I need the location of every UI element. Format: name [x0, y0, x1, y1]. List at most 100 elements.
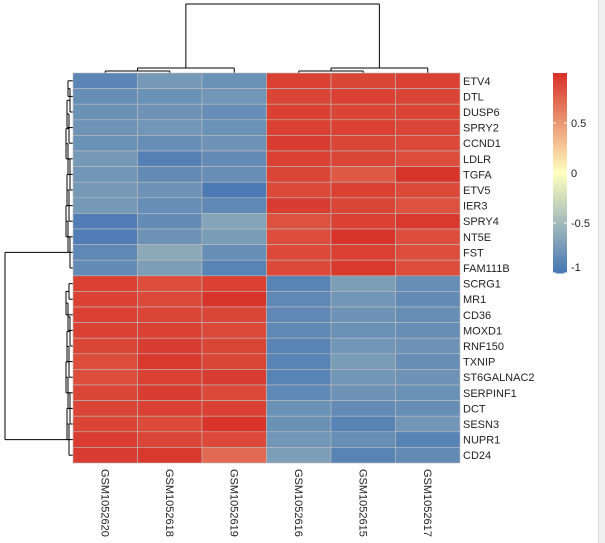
heatmap-cell: [330, 415, 396, 433]
row-label: NT5E: [463, 232, 491, 244]
heatmap-cell: [72, 275, 138, 292]
heatmap-cell: [201, 197, 267, 214]
heatmap-cell: [72, 291, 138, 308]
heatmap-cell: [266, 275, 332, 292]
heatmap-cell: [137, 447, 203, 464]
heatmap-cell: [137, 384, 203, 401]
heatmap-cell: [72, 150, 138, 167]
heatmap-cell: [137, 400, 203, 417]
column-label: GSM1052619: [227, 469, 239, 537]
row-dendrogram: [4, 80, 73, 456]
heatmap-cell: [72, 88, 138, 105]
heatmap-cell: [330, 291, 396, 308]
legend-gradient-band: [553, 149, 567, 154]
legend-gradient-band: [553, 203, 567, 207]
heatmap-cell: [330, 166, 396, 183]
heatmap-cell: [137, 306, 203, 323]
heatmap-cell: [266, 244, 332, 261]
heatmap-cell: [72, 259, 138, 277]
heatmap-cell: [137, 275, 203, 292]
row-label: CD24: [463, 450, 491, 462]
legend-gradient-band: [553, 166, 567, 171]
heatmap-cell: [266, 181, 332, 199]
heatmap-cell: [266, 369, 332, 386]
legend-gradient-band: [553, 223, 567, 227]
legend-gradient-band: [553, 196, 567, 201]
row-label: FAM111B: [463, 263, 510, 275]
heatmap-cell: [72, 244, 138, 261]
legend-gradient-band: [553, 249, 567, 254]
heatmap-cell: [395, 353, 461, 370]
heatmap-cell: [201, 244, 267, 261]
heatmap-cell: [201, 88, 267, 105]
heatmap-cell: [201, 181, 267, 199]
legend-gradient-band: [553, 226, 567, 231]
heatmap-cell: [137, 291, 203, 308]
heatmap-cell: [72, 228, 138, 245]
legend-tick-label: 0.5: [571, 118, 586, 130]
heatmap-cell: [266, 213, 332, 230]
row-labels: ETV4 DTL DUSP6 SPRY2 CCND1 LDLR TGFA ETV5 IER3 SP…: [463, 76, 535, 462]
legend-gradient-band: [553, 209, 567, 214]
row-label: DCT: [463, 403, 486, 415]
heatmap-cell: [72, 72, 138, 89]
heatmap-cell: [266, 259, 332, 277]
heatmap-cell: [395, 103, 461, 121]
heatmap-cell: [201, 400, 267, 417]
row-label: LDLR: [463, 154, 491, 166]
heatmap-cell: [201, 135, 267, 152]
heatmap-cell: [266, 72, 332, 89]
legend-gradient-band: [553, 99, 567, 104]
heatmap-cell: [266, 353, 332, 370]
heatmap-cell: [72, 353, 138, 370]
heatmap-cell: [330, 275, 396, 292]
heatmap-cell: [201, 337, 267, 355]
legend-gradient-band: [553, 136, 567, 141]
legend-gradient-band: [553, 79, 567, 84]
heatmap-cell: [201, 306, 267, 323]
heatmap-cell: [266, 400, 332, 417]
heatmap-cell: [266, 384, 332, 401]
row-label: FST: [463, 247, 484, 259]
legend-gradient-band: [553, 146, 567, 151]
heatmap-cell: [201, 259, 267, 277]
heatmap-cell: [266, 415, 332, 433]
column-labels: GSM1052620 GSM1052618 GSM1052619 GSM1052616…: [98, 469, 433, 537]
legend-gradient-band: [553, 259, 567, 264]
legend-gradient-band: [553, 153, 567, 157]
heatmap-cell: [137, 197, 203, 214]
heatmap-cell: [201, 150, 267, 167]
heatmap-cell: [395, 150, 461, 167]
heatmap-cell: [395, 415, 461, 433]
heatmap-cell: [137, 431, 203, 448]
legend-gradient-band: [553, 109, 567, 114]
heatmap-cell: [137, 88, 203, 105]
heatmap-cell: [72, 103, 138, 121]
row-label: TXNIP: [463, 357, 495, 369]
heatmap-cell: [395, 400, 461, 417]
heatmap-cell: [395, 119, 461, 136]
heatmap-cell: [137, 150, 203, 167]
legend-gradient-band: [553, 116, 567, 121]
heatmap-cell: [395, 72, 461, 89]
heatmap-cell: [137, 322, 203, 339]
legend-gradient-band: [553, 189, 567, 194]
legend-gradient-band: [553, 243, 567, 247]
heatmap-cell: [201, 353, 267, 370]
heatmap-cell: [330, 119, 396, 136]
legend-gradient-band: [553, 96, 567, 101]
heatmap-cell: [137, 166, 203, 183]
legend-gradient-band: [553, 163, 567, 167]
legend-gradient-band: [553, 139, 567, 144]
legend-gradient-band: [553, 263, 567, 267]
legend-gradient-band: [553, 193, 567, 197]
heatmap-cell: [137, 103, 203, 121]
legend-gradient-band: [553, 253, 567, 257]
legend-gradient-band: [553, 266, 567, 271]
legend-gradient-band: [553, 73, 567, 77]
legend-gradient-band: [553, 123, 567, 127]
heatmap-cell: [266, 447, 332, 464]
heatmap-cell: [266, 197, 332, 214]
heatmap-cell: [395, 244, 461, 261]
legend-gradient-band: [553, 179, 567, 184]
